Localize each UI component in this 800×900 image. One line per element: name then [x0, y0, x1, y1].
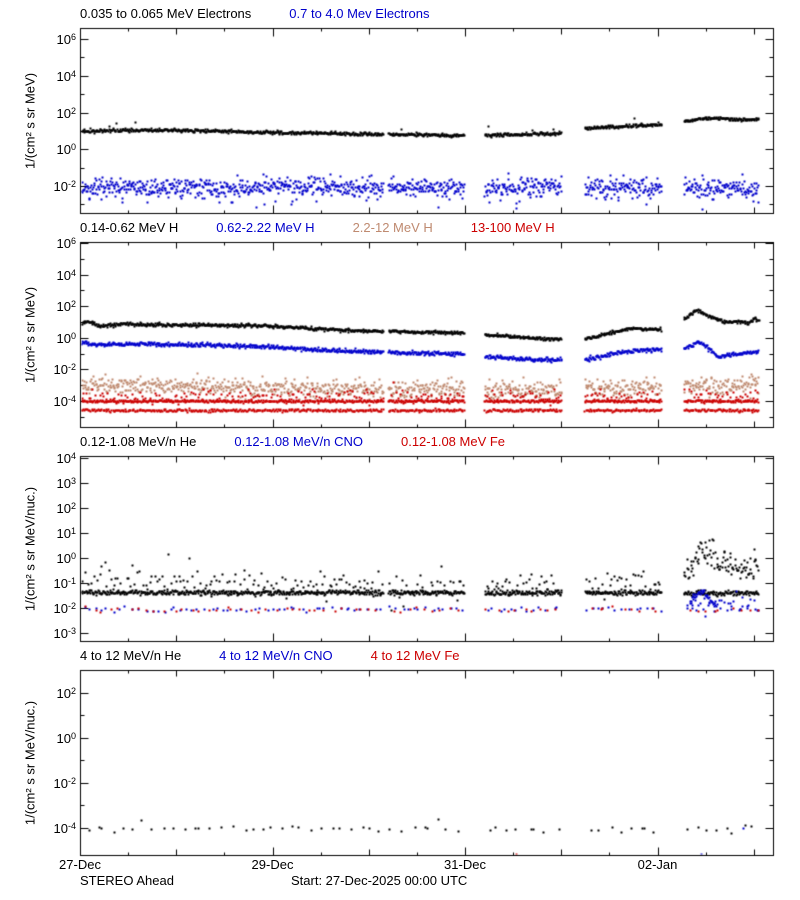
- legend-label: 0.12-1.08 MeV/n He: [80, 434, 197, 449]
- x-tick-label: 02-Jan: [637, 857, 678, 872]
- panel-title: 4 to 12 MeV/n He 4 to 12 MeV/n CNO 4 to 12…: [80, 648, 498, 663]
- y-tick-label: 102: [56, 105, 76, 122]
- start-time-label: Start: 27-Dec-2025 00:00 UTC: [291, 873, 468, 888]
- legend-label: 0.035 to 0.065 MeV Electrons: [80, 6, 252, 21]
- y-tick-label: 10-2: [53, 775, 76, 792]
- y-tick-label: 104: [56, 450, 76, 467]
- legend-label: 0.7 to 4.0 Mev Electrons: [289, 6, 430, 21]
- legend-label: 0.62-2.22 MeV H: [216, 220, 315, 235]
- y-tick-label: 106: [56, 31, 76, 48]
- y-tick-label: 102: [56, 298, 76, 315]
- y-tick-label: 100: [56, 550, 76, 567]
- y-tick-label: 10-3: [53, 625, 76, 642]
- y-tick-label: 10-4: [53, 820, 76, 837]
- x-tick-label: 29-Dec: [251, 857, 294, 872]
- y-axis-label: 1/(cm² s sr MeV/nuc.): [22, 486, 38, 611]
- y-tick-label: 104: [56, 267, 76, 284]
- y-tick-label: 102: [56, 500, 76, 517]
- legend-label: 0.12-1.08 MeV Fe: [400, 434, 506, 449]
- legend-label: 0.12-1.08 MeV/n CNO: [234, 434, 363, 449]
- y-tick-label: 104: [56, 68, 76, 85]
- spacecraft-label: STEREO Ahead: [80, 873, 174, 888]
- y-tick-label: 106: [56, 235, 76, 252]
- y-tick-label: 100: [56, 141, 76, 158]
- y-axis-label: 1/(cm² s sr MeV): [22, 286, 38, 383]
- y-tick-label: 10-1: [53, 575, 76, 592]
- panel-title: 0.035 to 0.065 MeV Electrons 0.7 to 4.0 M…: [80, 6, 467, 21]
- y-tick-label: 100: [56, 730, 76, 747]
- y-axis-label: 1/(cm² s sr MeV): [22, 72, 38, 169]
- x-tick-label: 27-Dec: [59, 857, 101, 872]
- legend-label: 4 to 12 MeV/n CNO: [219, 648, 333, 663]
- panel-title: 0.14-0.62 MeV H 0.62-2.22 MeV H 2.2-12 MeV…: [80, 220, 593, 235]
- y-tick-label: 100: [56, 330, 76, 347]
- y-tick-label: 103: [56, 475, 76, 492]
- y-tick-label: 10-2: [53, 600, 76, 617]
- x-tick-label: 31-Dec: [444, 857, 486, 872]
- y-axis-label: 1/(cm² s sr MeV/nuc.): [22, 700, 38, 825]
- y-tick-label: 101: [56, 525, 76, 542]
- y-tick-label: 10-4: [53, 393, 76, 410]
- legend-label: 13-100 MeV H: [470, 220, 555, 235]
- y-tick-label: 102: [56, 685, 76, 702]
- legend-label: 4 to 12 MeV Fe: [370, 648, 460, 663]
- legend-label: 2.2-12 MeV H: [352, 220, 433, 235]
- legend-label: 0.14-0.62 MeV H: [80, 220, 179, 235]
- legend-label: 4 to 12 MeV/n He: [80, 648, 182, 663]
- y-tick-label: 10-2: [53, 361, 76, 378]
- panel-title: 0.12-1.08 MeV/n He 0.12-1.08 MeV/n CNO 0.1…: [80, 434, 543, 449]
- y-tick-label: 10-2: [53, 178, 76, 195]
